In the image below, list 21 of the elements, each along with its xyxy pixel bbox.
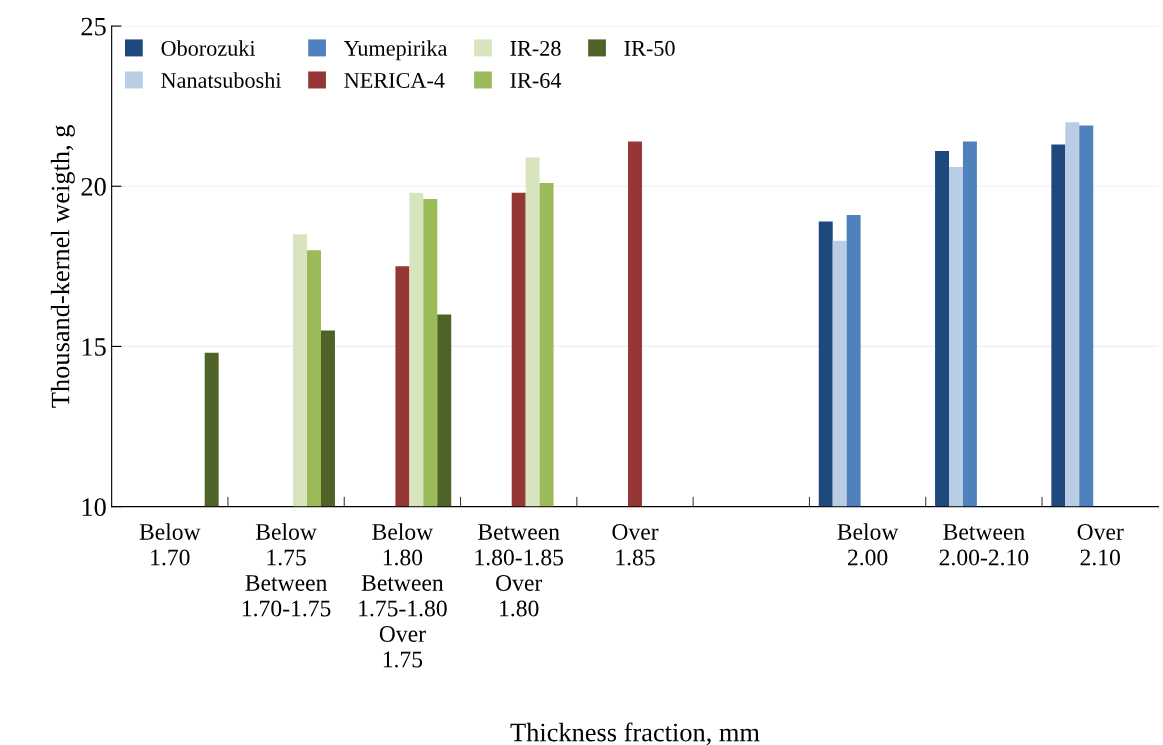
legend-label: Nanatsuboshi: [161, 72, 282, 88]
x-tick-label: Over 1.85: [612, 524, 659, 566]
y-tick-label: 25: [81, 17, 106, 36]
x-tick-label: Below 1.70: [139, 523, 201, 566]
legend-label: IR-28: [510, 40, 561, 56]
x-tick-label: Below 1.80 Between 1.75-1.80 Over 1.75: [359, 523, 447, 668]
x-tick-label: Over 2.10: [1077, 524, 1124, 566]
legend-label: Oborozuki: [161, 40, 256, 56]
legend-label: IR-64: [510, 72, 562, 88]
x-axis-title: Thickness fraction, mm: [510, 722, 760, 745]
legend-label: Yumepirika: [343, 40, 448, 61]
legend-label: NERICA-4: [344, 72, 445, 88]
x-tick-label: Below 2.00: [837, 523, 899, 566]
x-tick-label: Between 1.80-1.85 Over 1.80: [475, 524, 564, 617]
legend-label: IR-50: [624, 40, 675, 56]
y-tick-label: 20: [81, 177, 106, 196]
x-tick-label: Below 1.75 Between 1.70-1.75: [242, 523, 331, 617]
y-tick-label: 15: [82, 338, 106, 356]
x-tick-label: Between 2.00-2.10: [939, 524, 1029, 566]
y-tick-label: 10: [82, 498, 106, 517]
y-axis-title: Thousand-kernel weigth, g: [50, 125, 75, 408]
